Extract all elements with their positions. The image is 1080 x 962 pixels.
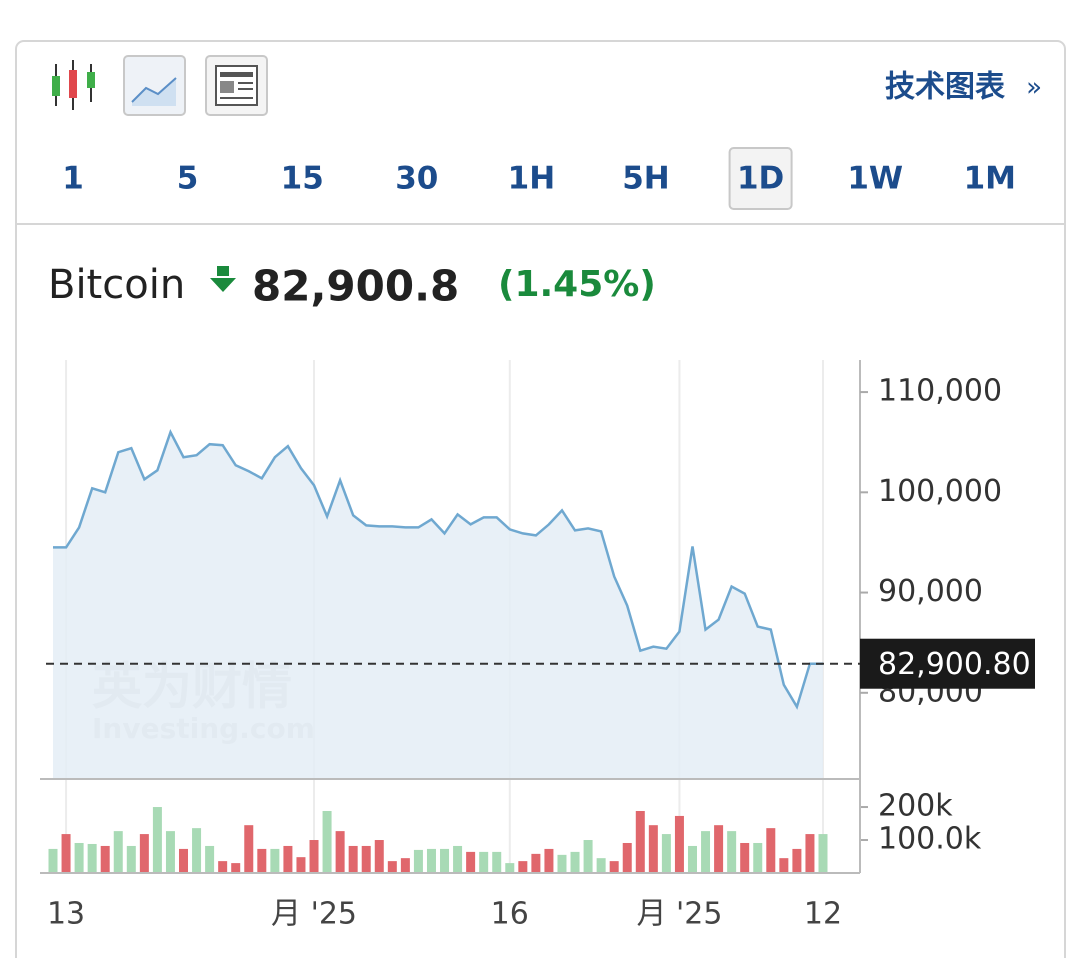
volume-bar — [48, 848, 58, 873]
timeframe-button[interactable]: 15 — [281, 161, 324, 197]
volume-bar — [818, 834, 828, 873]
volume-bar — [74, 842, 84, 873]
volume-bar — [374, 840, 384, 873]
volume-bar — [87, 843, 97, 873]
volume-bar — [165, 831, 175, 873]
line-chart-icon[interactable] — [123, 55, 186, 116]
volume-bar — [309, 840, 319, 873]
y-tick-label: 100.0k — [878, 822, 982, 857]
volume-bar — [413, 849, 423, 873]
volume-bar — [766, 828, 776, 873]
volume-bar — [270, 848, 280, 873]
volume-bar — [740, 842, 750, 873]
volume-bar — [805, 834, 815, 873]
instrument-name: Bitcoin — [48, 262, 185, 308]
volume-bar — [622, 842, 632, 873]
volume-bar — [61, 834, 71, 873]
down-arrow — [210, 266, 236, 292]
y-tick-label: 100,000 — [878, 474, 1002, 509]
volume-bar — [518, 861, 528, 873]
volume-bar — [192, 828, 202, 873]
volume-bar — [322, 810, 332, 873]
volume-bar — [583, 840, 593, 873]
volume-bar — [466, 851, 476, 873]
volume-bar — [687, 845, 697, 873]
active-timeframe-box — [728, 147, 793, 210]
timeframes: 1 5 15 30 1H 5H 1D 1W 1M — [62, 147, 1016, 210]
volume-bar — [152, 807, 162, 873]
current-price-box — [860, 638, 1035, 689]
volume-bar — [792, 848, 802, 873]
volume-bar — [779, 858, 789, 873]
price: 82,900.8 — [252, 262, 459, 311]
x-tick-label: 13 — [47, 897, 85, 932]
volume-bar — [283, 845, 293, 873]
volume-bar — [544, 848, 554, 873]
timeframe-button[interactable]: 1D — [737, 161, 784, 197]
volume-bar — [557, 854, 567, 873]
volume-bar — [661, 834, 671, 873]
volume-bar — [113, 831, 123, 873]
candlestick-icon[interactable] — [52, 60, 95, 110]
y-tick-label: 110,000 — [878, 374, 1002, 409]
volume-bar — [570, 851, 580, 873]
volume-bar — [100, 845, 110, 873]
timeframe-button[interactable]: 1W — [847, 161, 903, 197]
volume-bar — [400, 858, 410, 873]
volume-bar — [701, 831, 711, 873]
x-tick-label: 12 — [804, 897, 842, 932]
volume-bar — [479, 851, 489, 873]
volume-bar — [492, 851, 502, 873]
volume-bar — [231, 863, 241, 873]
volume-bar — [348, 845, 358, 873]
area-fill — [53, 432, 823, 778]
volume-bar — [440, 848, 450, 873]
change: (1.45%) — [498, 264, 656, 305]
y-tick-label: 200k — [878, 789, 953, 824]
timeframe-button[interactable]: 5H — [622, 161, 670, 197]
volume-bar — [126, 845, 136, 873]
timeframe-button[interactable]: 1 — [62, 161, 84, 197]
volume-bar — [714, 825, 724, 873]
volume-bar — [635, 810, 645, 873]
volume-bar — [257, 848, 267, 873]
y-tick-label: 90,000 — [878, 574, 983, 609]
timeframe-button[interactable]: 1H — [508, 161, 556, 197]
news-icon[interactable] — [205, 55, 268, 116]
volume-bar — [648, 825, 658, 873]
volume-bar — [426, 848, 436, 873]
volume-bar — [244, 825, 254, 873]
volume-bar — [387, 861, 397, 873]
x-tick-label: 月 '25 — [636, 897, 722, 932]
volume-bar — [335, 831, 345, 873]
timeframe-button[interactable]: 5 — [177, 161, 199, 197]
volume-bar — [218, 861, 228, 873]
timeframe-button[interactable]: 1M — [964, 161, 1016, 197]
timeframe-button[interactable]: 30 — [395, 161, 438, 197]
volume-bar — [596, 858, 606, 873]
volume-bar — [531, 853, 541, 873]
volume-bar — [179, 848, 189, 873]
x-tick-label: 16 — [491, 897, 529, 932]
current-price-label: 82,900.80 — [878, 647, 1031, 682]
link-arrow[interactable]: » — [1026, 73, 1042, 103]
price-line — [53, 429, 823, 710]
volume-bar — [361, 845, 371, 873]
tech-chart-link[interactable]: 技术图表 — [885, 70, 1005, 105]
volume-bar — [727, 831, 737, 873]
volume-bar — [453, 845, 463, 873]
volume-bar — [139, 834, 149, 873]
volume-bar — [674, 815, 684, 873]
volume-bar — [205, 845, 215, 873]
volume-bar — [753, 842, 763, 873]
volume-bar — [505, 863, 515, 873]
volume-bar — [296, 857, 306, 873]
x-tick-label: 月 '25 — [271, 897, 357, 932]
volume-bar — [609, 861, 619, 873]
